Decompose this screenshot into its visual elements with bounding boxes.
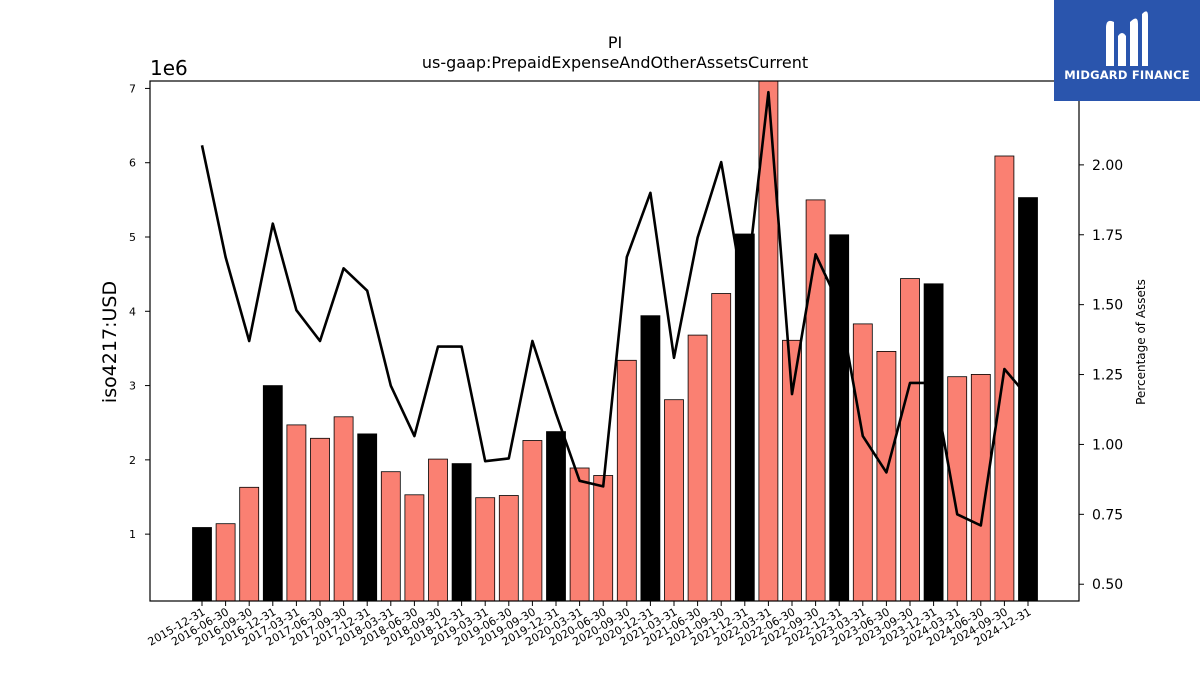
bar-2024-03-31 <box>947 376 968 602</box>
bar-2016-06-30 <box>215 523 236 602</box>
y2-tick-label: 1.50 <box>1092 298 1123 314</box>
chart-subtitle: us-gaap:PrepaidExpenseAndOtherAssetsCurr… <box>422 53 808 72</box>
bar-2019-03-31 <box>475 497 496 602</box>
logo-mark-icon <box>1106 11 1148 67</box>
y2-axis-label: Percentage of Assets <box>1134 279 1148 405</box>
y-tick-label: 6 <box>129 157 136 170</box>
y-tick-label: 2 <box>129 454 136 467</box>
x-axis: 2015-12-312016-06-302016-09-302016-12-31… <box>146 601 1034 649</box>
y-tick-label: 5 <box>129 231 136 244</box>
bar-2017-03-31 <box>286 424 307 602</box>
bar-2019-12-31 <box>546 431 566 602</box>
bar-2023-06-30 <box>876 350 897 602</box>
y2-tick-label: 2.00 <box>1092 158 1123 174</box>
bar-2021-09-30 <box>711 293 732 602</box>
logo-text: MIDGARD FINANCE <box>1064 68 1190 82</box>
y-tick-label: 7 <box>129 82 136 95</box>
bar-2021-06-30 <box>687 334 708 602</box>
y-tick-label: 3 <box>129 380 136 393</box>
bar-2018-06-30 <box>404 494 425 602</box>
bar-2020-06-30 <box>593 475 614 602</box>
bar-2023-12-31 <box>923 283 944 602</box>
bar-2020-12-31 <box>640 315 661 602</box>
bar-2017-09-30 <box>333 416 354 602</box>
y2-tick-label: 1.75 <box>1092 228 1123 244</box>
brand-logo: MIDGARD FINANCE <box>1054 0 1200 101</box>
y2-tick-label: 0.75 <box>1092 507 1123 523</box>
y-axis: 1 2 3 4 5 6 7 <box>129 82 150 541</box>
y-tick-label: 1 <box>129 528 136 541</box>
bar-2017-12-31 <box>357 433 378 602</box>
bar-2016-09-30 <box>239 486 260 602</box>
bar-2019-09-30 <box>522 440 543 602</box>
bar-2018-12-31 <box>451 463 472 602</box>
bar-2017-06-30 <box>310 437 330 602</box>
bar-2024-12-31 <box>1018 197 1038 602</box>
bar-2023-09-30 <box>900 278 920 602</box>
bar-2019-06-30 <box>498 495 519 602</box>
bar-2015-12-31 <box>192 527 212 602</box>
bar-2018-03-31 <box>380 471 401 602</box>
y2-tick-label: 1.25 <box>1092 368 1123 384</box>
bar-2020-03-31 <box>569 467 590 602</box>
y2-tick-label: 1.00 <box>1092 437 1123 453</box>
bar-2018-09-30 <box>428 458 448 602</box>
percentage-line <box>200 90 1029 527</box>
bar-2021-03-31 <box>664 399 684 602</box>
line-layer <box>200 90 1029 527</box>
y2-tick-label: 0.50 <box>1092 577 1123 593</box>
y2-axis: 0.500.751.001.251.501.752.002.25 <box>1079 88 1123 593</box>
y-offset-label: 1e6 <box>150 56 188 80</box>
bar-2016-12-31 <box>262 385 283 602</box>
bar-2023-03-31 <box>852 323 873 602</box>
y-tick-label: 4 <box>129 305 136 318</box>
chart-title: PI <box>608 33 622 52</box>
bar-2020-09-30 <box>616 359 637 602</box>
plot-frame <box>149 80 1080 602</box>
y-axis-label: iso4217:USD <box>99 281 121 403</box>
